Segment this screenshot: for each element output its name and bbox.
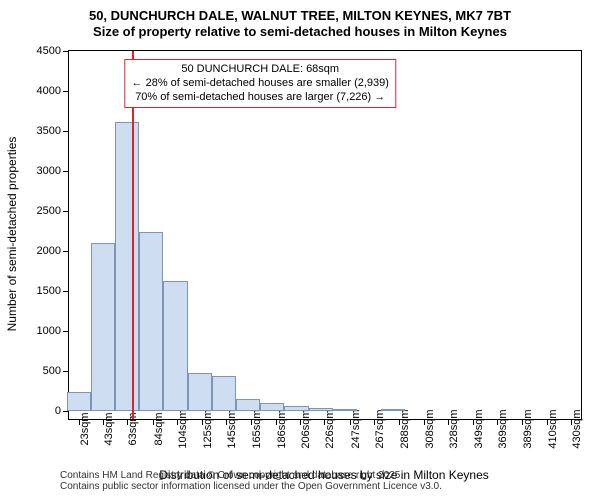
x-tick-label: 267sqm — [374, 409, 386, 448]
histogram-bar — [212, 376, 236, 411]
y-tick-label: 0 — [55, 405, 61, 417]
histogram-bar — [67, 392, 91, 411]
x-tick-label: 369sqm — [497, 409, 509, 448]
x-tick-label: 23sqm — [79, 412, 91, 445]
y-tick — [63, 331, 69, 332]
x-tick-label: 226sqm — [324, 409, 336, 448]
x-tick-label: 328sqm — [448, 409, 460, 448]
chart-title: 50, DUNCHURCH DALE, WALNUT TREE, MILTON … — [0, 8, 600, 41]
y-tick — [63, 91, 69, 92]
x-tick-label: 349sqm — [473, 409, 485, 448]
histogram-bar — [260, 403, 284, 411]
y-tick — [63, 171, 69, 172]
y-tick-label: 4500 — [37, 45, 61, 57]
credits-line-1: Contains HM Land Registry data © Crown c… — [60, 470, 600, 481]
y-tick-label: 2500 — [37, 205, 61, 217]
x-tick-label: 145sqm — [226, 409, 238, 448]
histogram-bar — [163, 281, 187, 411]
histogram-bar — [139, 232, 163, 411]
x-tick-label: 186sqm — [276, 409, 288, 448]
y-tick — [63, 251, 69, 252]
annotation-line-2: ← 28% of semi-detached houses are smalle… — [132, 77, 389, 91]
title-line-2: Size of property relative to semi-detach… — [0, 24, 600, 40]
y-tick — [63, 131, 69, 132]
x-tick-label: 206sqm — [300, 409, 312, 448]
y-tick — [63, 371, 69, 372]
histogram-bar — [333, 409, 357, 411]
x-tick-label: 104sqm — [177, 409, 189, 448]
annotation-box: 50 DUNCHURCH DALE: 68sqm ← 28% of semi-d… — [125, 59, 396, 108]
histogram-bar — [236, 399, 260, 411]
histogram-bar — [309, 408, 333, 411]
y-tick — [63, 291, 69, 292]
y-tick-label: 3000 — [37, 165, 61, 177]
y-tick — [63, 211, 69, 212]
y-tick-label: 1500 — [37, 285, 61, 297]
y-tick-label: 1000 — [37, 325, 61, 337]
y-axis-label: Number of semi-detached properties — [5, 137, 19, 332]
x-tick-label: 125sqm — [202, 409, 214, 448]
histogram-bar — [381, 409, 405, 411]
plot-area: 05001000150020002500300035004000450023sq… — [68, 50, 582, 420]
x-tick-label: 308sqm — [424, 409, 436, 448]
histogram-chart: 50, DUNCHURCH DALE, WALNUT TREE, MILTON … — [0, 0, 600, 500]
x-tick-label: 430sqm — [571, 409, 583, 448]
y-tick-label: 4000 — [37, 85, 61, 97]
y-tick-label: 3500 — [37, 125, 61, 137]
annotation-line-1: 50 DUNCHURCH DALE: 68sqm — [132, 63, 389, 77]
credits-line-2: Contains public sector information licen… — [60, 481, 600, 492]
x-tick-label: 84sqm — [153, 412, 165, 445]
histogram-bar — [115, 122, 139, 411]
x-tick-label: 247sqm — [350, 409, 362, 448]
histogram-bar — [284, 406, 308, 411]
y-tick — [63, 51, 69, 52]
credits: Contains HM Land Registry data © Crown c… — [60, 470, 600, 492]
x-tick-label: 43sqm — [103, 412, 115, 445]
y-tick — [63, 411, 69, 412]
histogram-bar — [91, 243, 115, 411]
title-line-1: 50, DUNCHURCH DALE, WALNUT TREE, MILTON … — [0, 8, 600, 24]
x-tick-label: 410sqm — [547, 409, 559, 448]
x-tick-label: 389sqm — [522, 409, 534, 448]
histogram-bar — [188, 373, 212, 411]
x-tick-label: 165sqm — [251, 409, 263, 448]
x-tick-label: 288sqm — [399, 409, 411, 448]
y-tick-label: 500 — [43, 365, 61, 377]
y-tick-label: 2000 — [37, 245, 61, 257]
annotation-line-3: 70% of semi-detached houses are larger (… — [132, 91, 389, 105]
